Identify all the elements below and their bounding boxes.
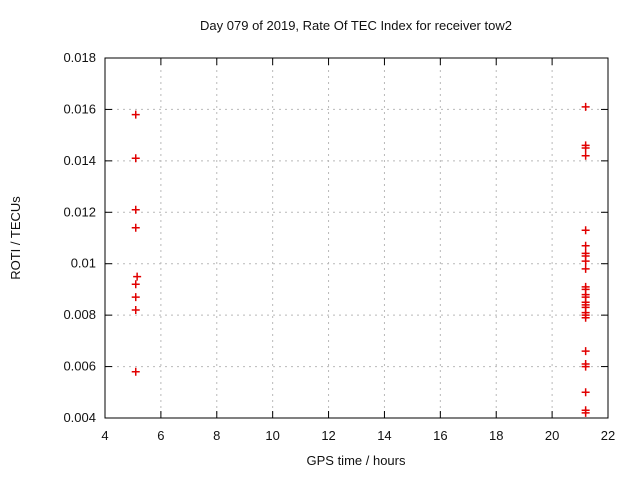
y-tick-label: 0.004 [63,410,96,425]
y-tick-label: 0.006 [63,359,96,374]
x-axis-label: GPS time / hours [307,453,406,468]
x-tick-label: 18 [489,428,503,443]
x-tick-label: 20 [545,428,559,443]
x-tick-label: 22 [601,428,615,443]
data-point [581,313,590,322]
x-tick-label: 16 [433,428,447,443]
y-tick-label: 0.012 [63,204,96,219]
data-point [133,272,142,281]
data-point [581,257,590,266]
x-tick-label: 10 [265,428,279,443]
data-point [131,205,140,214]
y-tick-label: 0.014 [63,153,96,168]
y-axis-label: ROTI / TECUs [8,196,23,280]
data-point [581,102,590,111]
plot-generated: 4 6 8 10 12 14 16 18 20 22 0.004 0.006 0.008 0.01 0.01… [63,50,615,443]
data-point [581,347,590,356]
data-point [131,223,140,232]
y-tick-label: 0.008 [63,307,96,322]
x-tick-label: 4 [101,428,108,443]
data-point [131,110,140,119]
plot-border [104,57,609,419]
x-tick-label: 8 [213,428,220,443]
data-point [581,241,590,250]
data-point [581,362,590,371]
data-point [581,388,590,397]
data-point [581,144,590,152]
data-point [131,306,140,314]
data-point [581,226,590,235]
data-point [131,367,140,376]
y-tick-label: 0.01 [71,256,96,271]
data-point [131,293,140,302]
y-tick-label: 0.016 [63,101,96,116]
y-tick-label: 0.018 [63,50,96,65]
chart-title: Day 079 of 2019, Rate Of TEC Index for r… [200,18,512,33]
data-point [131,280,140,289]
data-point [581,151,590,160]
data-point [581,408,590,417]
x-tick-label: 6 [157,428,164,443]
data-point [131,154,140,163]
x-tick-label: 14 [377,428,391,443]
data-point [581,264,590,273]
x-tick-label: 12 [321,428,335,443]
